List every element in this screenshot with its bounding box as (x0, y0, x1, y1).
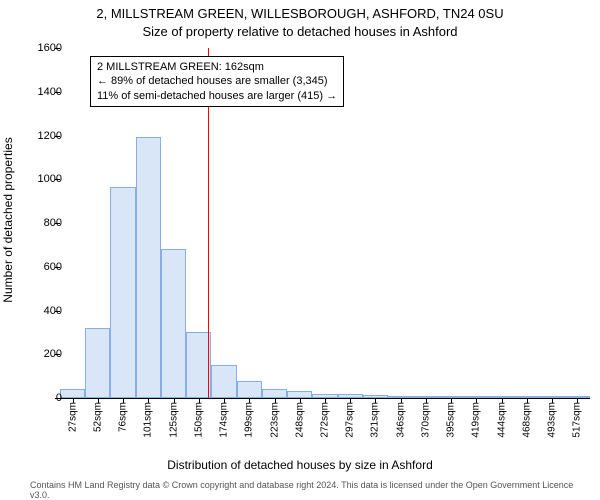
y-tick-label: 600 (44, 261, 62, 273)
histogram-bar (136, 137, 161, 398)
x-tick-label: 199sqm (244, 402, 255, 438)
x-axis-label: Distribution of detached houses by size … (0, 458, 600, 472)
x-tick-label: 370sqm (420, 402, 431, 438)
y-tick-label: 800 (44, 217, 62, 229)
title-subtitle: Size of property relative to detached ho… (0, 24, 600, 39)
x-tick-label: 395sqm (446, 402, 457, 438)
x-tick-label: 150sqm (193, 402, 204, 438)
y-tick-label: 1000 (38, 173, 62, 185)
x-tick-label: 101sqm (143, 402, 154, 438)
histogram-bar (211, 365, 236, 398)
x-tick-label: 272sqm (320, 402, 331, 438)
x-tick-label: 517sqm (572, 402, 583, 438)
y-tick-label: 0 (56, 392, 62, 404)
x-tick-label: 174sqm (219, 402, 230, 438)
x-tick-label: 223sqm (269, 402, 280, 438)
x-tick-label: 248sqm (294, 402, 305, 438)
histogram-bar (237, 381, 262, 399)
y-tick-label: 1200 (38, 130, 62, 142)
y-tick-label: 1600 (38, 42, 62, 54)
credit-text: Contains HM Land Registry data © Crown c… (30, 480, 590, 500)
x-tick-label: 419sqm (471, 402, 482, 438)
histogram-bar (110, 187, 135, 398)
x-tick-label: 493sqm (547, 402, 558, 438)
annotation-box: 2 MILLSTREAM GREEN: 162sqm← 89% of detac… (90, 56, 344, 107)
histogram-bar (60, 389, 85, 398)
x-tick-label: 76sqm (118, 402, 129, 432)
histogram-bar (161, 249, 186, 398)
annotation-line: 2 MILLSTREAM GREEN: 162sqm (97, 60, 337, 74)
x-tick-label: 52sqm (92, 402, 103, 432)
x-tick-label: 125sqm (168, 402, 179, 438)
x-tick-label: 321sqm (370, 402, 381, 438)
y-tick-label: 1400 (38, 86, 62, 98)
y-axis-label: Number of detached properties (1, 137, 15, 302)
x-tick-label: 27sqm (67, 402, 78, 432)
y-tick-label: 200 (44, 348, 62, 360)
histogram-bar (262, 389, 287, 398)
x-tick-label: 444sqm (496, 402, 507, 438)
x-tick-label: 468sqm (521, 402, 532, 438)
annotation-line: ← 89% of detached houses are smaller (3,… (97, 74, 337, 88)
annotation-line: 11% of semi-detached houses are larger (… (97, 89, 337, 103)
x-tick-label: 297sqm (345, 402, 356, 438)
title-address: 2, MILLSTREAM GREEN, WILLESBOROUGH, ASHF… (0, 6, 600, 21)
histogram-bar (85, 328, 110, 398)
x-tick-label: 346sqm (395, 402, 406, 438)
chart-area: 27sqm52sqm76sqm101sqm125sqm150sqm174sqm1… (60, 48, 590, 399)
y-tick-label: 400 (44, 305, 62, 317)
